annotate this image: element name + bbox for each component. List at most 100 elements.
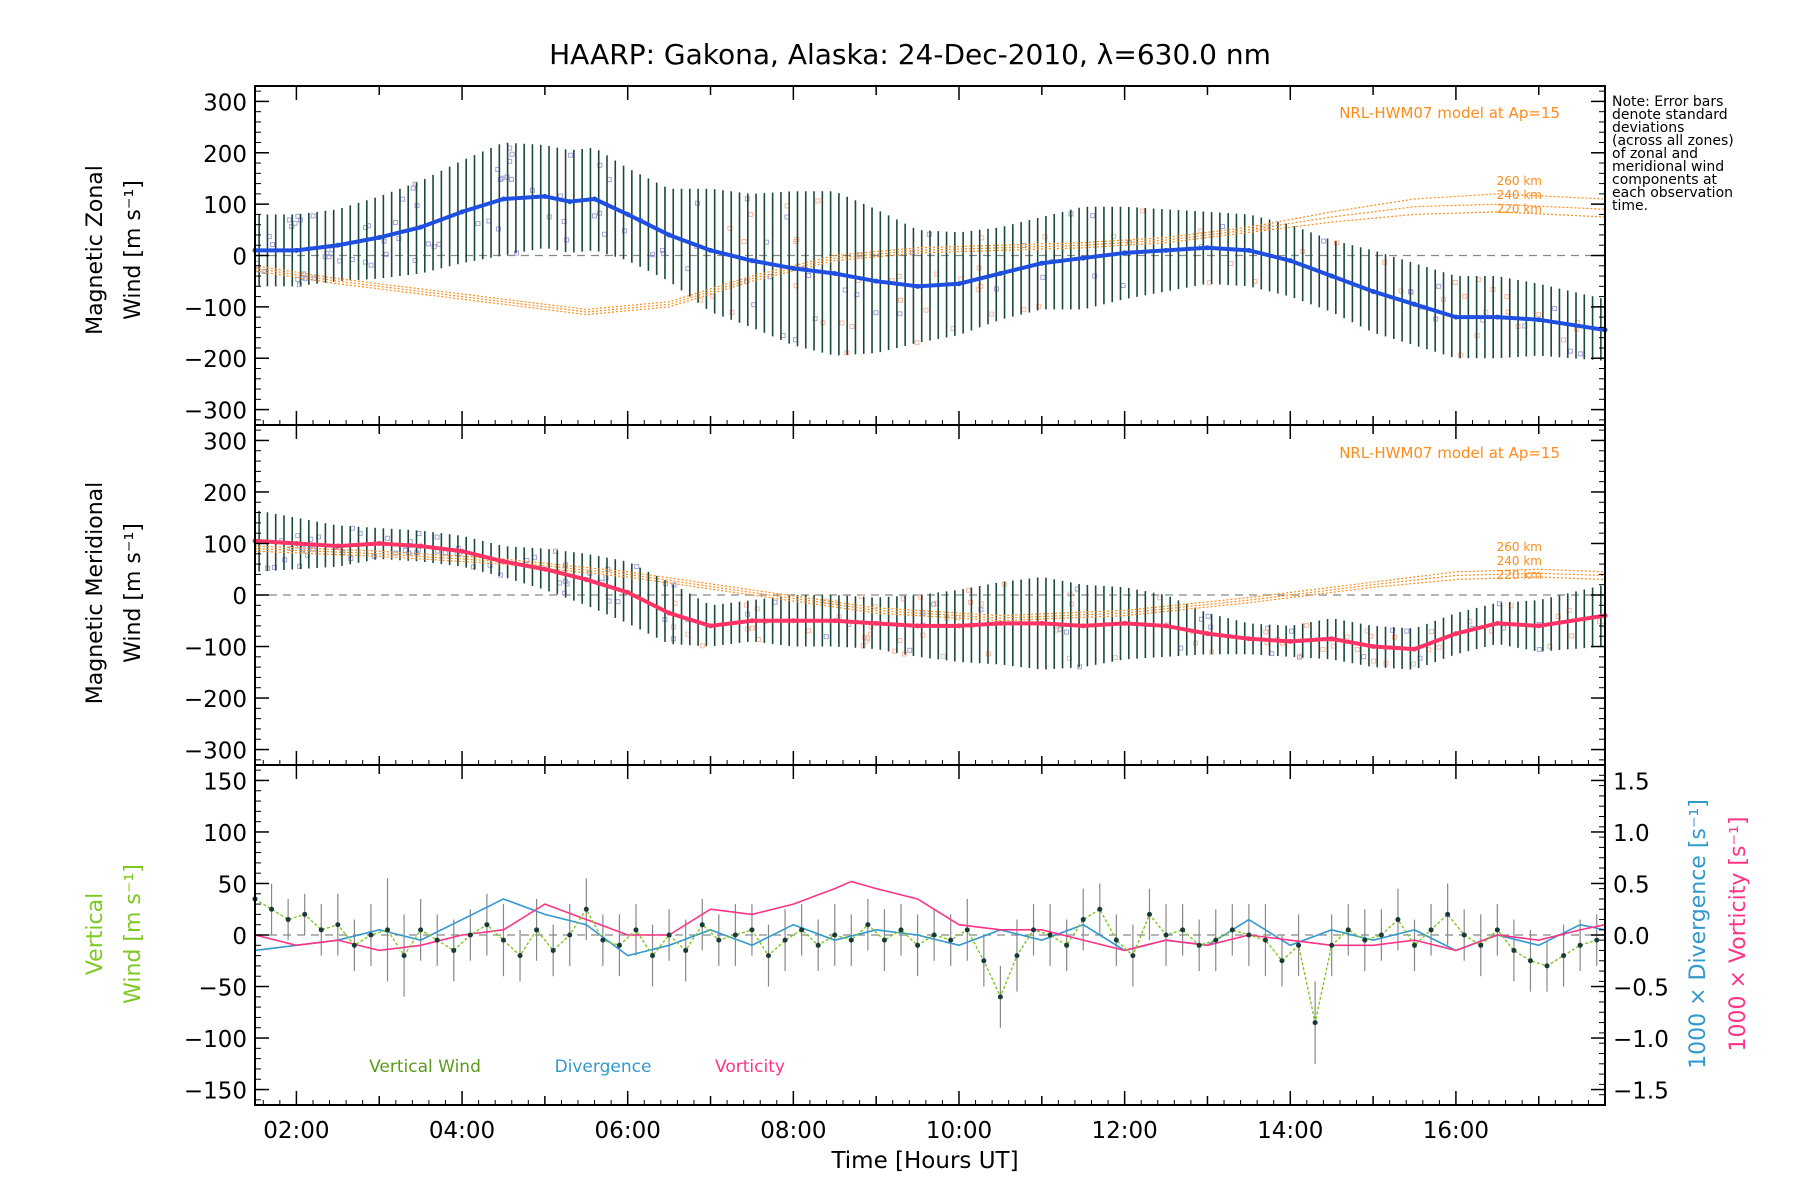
zonal-ylabel-line1: Magnetic Zonal xyxy=(83,165,108,335)
sample-point xyxy=(1569,633,1575,639)
sample-point xyxy=(1536,311,1542,317)
sample-point xyxy=(754,606,760,612)
panel-frame xyxy=(254,764,1606,1106)
sample-point xyxy=(865,636,871,642)
wind-mean-point xyxy=(1080,623,1086,629)
sample-point xyxy=(509,176,515,182)
wind-mean-point xyxy=(567,199,573,205)
sample-point xyxy=(1483,309,1489,315)
vertical-wind-point xyxy=(1445,911,1451,917)
vertical-wind-point xyxy=(716,937,722,943)
sample-point xyxy=(806,273,812,279)
wind-mean-point xyxy=(1412,646,1418,652)
sample-point xyxy=(400,196,406,202)
note-line: meridional wind xyxy=(1612,159,1725,175)
vertical-wind-point xyxy=(881,937,887,943)
sample-point xyxy=(385,535,391,541)
wind-mean-point xyxy=(749,618,755,624)
vertical-wind-point xyxy=(948,937,954,943)
zonal-ylabel-line2: Wind [m s⁻¹] xyxy=(121,180,146,320)
wind-mean-point xyxy=(1246,247,1252,253)
wind-mean-point xyxy=(1287,258,1293,264)
wind-mean-point xyxy=(335,242,341,248)
vertical-wind-point xyxy=(815,942,821,948)
sample-point xyxy=(425,241,431,247)
wind-mean-point xyxy=(1536,623,1542,629)
vertical-wind-point xyxy=(567,932,573,938)
sample-point xyxy=(615,599,621,605)
wind-mean-point xyxy=(459,548,465,554)
note-line: of zonal and xyxy=(1612,146,1698,162)
vorticity-line xyxy=(254,880,1606,952)
sample-point xyxy=(918,594,924,600)
model-curve-220km xyxy=(254,550,1606,622)
sample-point xyxy=(1303,622,1309,628)
vertical-wind-point xyxy=(699,922,705,928)
sample-point xyxy=(1320,646,1326,652)
model-curve-label: 260 km xyxy=(1497,540,1542,554)
wind-mean-point xyxy=(1039,620,1045,626)
sample-point xyxy=(1410,661,1416,667)
legend-divergence: Divergence xyxy=(555,1057,652,1077)
sample-point xyxy=(1560,337,1566,343)
y-tick-label: 200 xyxy=(203,142,247,168)
meridional-ylabel-line2: Wind [m s⁻¹] xyxy=(121,523,146,663)
sample-point xyxy=(431,244,437,250)
sample-point xyxy=(603,575,609,581)
sample-point xyxy=(940,653,946,659)
vertical-ylabel-line2: Wind [m s⁻¹] xyxy=(121,864,146,1004)
sample-point xyxy=(823,634,829,640)
model-curve-label: 240 km xyxy=(1497,188,1542,202)
vertical-wind-point xyxy=(318,927,324,933)
y-tick-label: 100 xyxy=(203,821,247,847)
vertical-wind-point xyxy=(1146,911,1152,917)
sample-point xyxy=(1042,234,1048,240)
wind-mean-point xyxy=(293,247,299,253)
vertical-wind-point xyxy=(1312,1020,1318,1026)
sample-point xyxy=(475,221,481,227)
x-axis-label: Time [Hours UT] xyxy=(830,1148,1018,1174)
x-tick-label: 04:00 xyxy=(429,1118,495,1144)
sample-point xyxy=(1263,629,1269,635)
wind-mean-point xyxy=(997,270,1003,276)
y-tick-label: −200 xyxy=(184,347,247,373)
sample-point xyxy=(1462,293,1468,299)
vertical-wind-point xyxy=(451,947,457,953)
vertical-wind-point xyxy=(799,927,805,933)
wind-mean-point xyxy=(542,193,548,199)
y-tick-label: 150 xyxy=(203,769,247,795)
sample-point xyxy=(561,590,567,596)
vertical-wind-point xyxy=(832,932,838,938)
vertical-wind-point xyxy=(600,937,606,943)
wind-mean-point xyxy=(832,270,838,276)
vertical-wind-point xyxy=(1461,932,1467,938)
sample-point xyxy=(602,231,608,237)
vertical-wind-point xyxy=(1097,906,1103,912)
vertical-wind-point xyxy=(385,927,391,933)
vertical-wind-point xyxy=(401,953,407,959)
wind-mean-point xyxy=(418,543,424,549)
chart-title: HAARP: Gakona, Alaska: 24-Dec-2010, λ=63… xyxy=(549,38,1271,71)
vertical-wind-point xyxy=(1014,953,1020,959)
vertical-wind-point xyxy=(1329,942,1335,948)
sample-point xyxy=(1452,279,1458,285)
sample-point xyxy=(907,647,913,653)
vertical-wind-point xyxy=(368,932,374,938)
sample-point xyxy=(1067,591,1073,597)
wind-mean-point xyxy=(459,209,465,215)
wind-mean-point xyxy=(749,258,755,264)
y2-tick-label: 0.0 xyxy=(1613,924,1650,950)
vertical-wind-point xyxy=(666,932,672,938)
vertical-wind-point xyxy=(434,937,440,943)
wind-mean-point xyxy=(1370,288,1376,294)
sample-point xyxy=(1205,613,1211,619)
sample-point xyxy=(1228,261,1234,267)
sample-point xyxy=(1436,283,1442,289)
sample-point xyxy=(958,276,964,282)
x-tick-label: 08:00 xyxy=(760,1118,826,1144)
vertical-wind-point xyxy=(484,922,490,928)
x-tick-label: 16:00 xyxy=(1423,1118,1489,1144)
vertical-wind-point xyxy=(1378,932,1384,938)
vertical-wind-point xyxy=(1412,942,1418,948)
vertical-wind-point xyxy=(1213,937,1219,943)
